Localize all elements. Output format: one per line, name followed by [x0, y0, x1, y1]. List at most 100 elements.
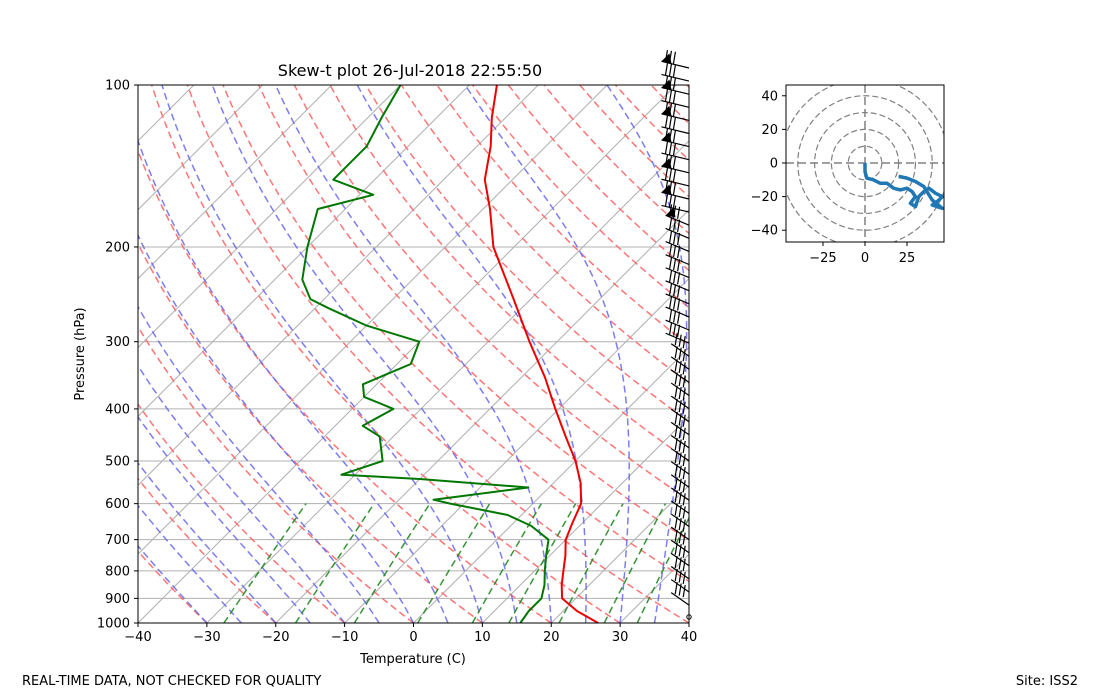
dry-adiabat	[758, 85, 1100, 623]
y-tick-label: 300	[105, 335, 130, 350]
mixing-ratio-line	[603, 503, 667, 623]
moist-adiabat	[138, 544, 208, 623]
isotherm-gridline	[138, 85, 332, 280]
dry-adiabat	[400, 85, 689, 385]
wind-barb	[665, 204, 690, 226]
wind-barb	[670, 568, 690, 593]
hodo-y-tick-label: 20	[761, 123, 778, 138]
wind-barb	[670, 372, 690, 396]
dry-adiabat	[686, 85, 689, 89]
dry-adiabat	[650, 85, 689, 125]
hodograph-range-ring	[847, 145, 883, 181]
wind-barb	[661, 115, 690, 135]
dry-adiabat	[293, 85, 689, 502]
mixing-ratio-line	[294, 503, 375, 623]
y-axis-label: Pressure (hPa)	[73, 307, 88, 400]
dry-adiabat	[138, 242, 483, 623]
y-tick-label: 100	[105, 79, 130, 94]
wind-barb	[670, 346, 690, 370]
y-tick-label: 400	[105, 402, 130, 417]
chart-title: Skew-t plot 26-Jul-2018 22:55:50	[278, 61, 542, 80]
hodo-y-tick-label: −40	[751, 224, 778, 239]
y-tick-label: 1000	[97, 617, 130, 632]
wind-barbs	[661, 50, 692, 620]
wind-barb	[670, 503, 690, 527]
hodo-y-tick-label: 0	[770, 157, 778, 172]
x-tick-label: −10	[331, 630, 358, 645]
mixing-ratio-line	[353, 503, 431, 623]
wind-barb	[661, 128, 690, 148]
dry-adiabat	[138, 402, 346, 623]
moist-adiabat	[138, 415, 311, 623]
isotherm-gridline	[482, 415, 689, 623]
mixing-ratio-line	[636, 516, 689, 623]
dry-adiabat	[150, 85, 621, 623]
dewpoint-trace	[301, 85, 550, 623]
wind-barb	[665, 322, 690, 344]
y-tick-label: 700	[105, 533, 130, 548]
wind-barb	[665, 283, 690, 305]
wind-barb	[661, 154, 690, 174]
wind-barb	[670, 582, 690, 606]
moist-adiabat	[464, 85, 630, 623]
moist-adiabat	[138, 138, 449, 623]
y-tick-label: 500	[105, 455, 130, 470]
wind-barb	[665, 217, 690, 239]
wind-barb	[661, 141, 690, 161]
moist-adiabat	[161, 85, 484, 623]
isotherm-gridline	[138, 85, 677, 623]
wind-barb	[661, 181, 690, 200]
isotherm-gridline	[0, 85, 56, 623]
y-tick-label: 600	[105, 497, 130, 512]
site-label: Site: ISS2	[1015, 674, 1078, 689]
x-tick-label: 0	[409, 630, 417, 645]
wind-barb	[670, 516, 690, 541]
hodo-x-tick-label: −25	[809, 251, 836, 266]
dry-adiabat	[258, 85, 689, 542]
wind-barb	[670, 385, 690, 410]
moist-adiabat	[688, 619, 689, 623]
dry-adiabat	[579, 85, 689, 198]
moist-adiabat	[356, 85, 587, 623]
dry-adiabat	[222, 85, 689, 583]
y-tick-label: 200	[105, 240, 130, 255]
wind-barb	[665, 309, 690, 331]
isotherm-gridline	[413, 346, 689, 623]
moist-adiabat	[606, 85, 688, 623]
wind-barb	[670, 477, 690, 501]
isotherm-gridline	[688, 622, 689, 623]
mixing-ratio-line	[417, 503, 491, 623]
wind-barb	[670, 529, 690, 554]
wind-barb	[670, 398, 690, 423]
y-tick-label: 900	[105, 592, 130, 607]
wind-barb	[661, 89, 690, 108]
wind-barb	[661, 63, 690, 82]
wind-barb	[661, 167, 690, 187]
moist-adiabat	[211, 85, 518, 623]
dry-adiabat	[614, 85, 689, 162]
quality-disclaimer: REAL-TIME DATA, NOT CHECKED FOR QUALITY	[22, 674, 322, 689]
wind-barb	[670, 424, 690, 449]
x-tick-label: 10	[474, 630, 491, 645]
wind-barb	[661, 102, 690, 121]
wind-barb	[670, 490, 690, 514]
hodo-x-tick-label: 0	[861, 251, 869, 266]
isotherm-gridline	[206, 140, 689, 623]
wind-barb	[661, 50, 690, 69]
hodo-y-tick-label: 40	[761, 89, 778, 104]
wind-barb	[665, 256, 690, 279]
isotherm-gridline	[619, 553, 689, 623]
isotherm-gridline	[138, 85, 264, 211]
wind-barb	[670, 437, 690, 462]
isotherm-gridline	[138, 85, 608, 555]
moist-adiabat	[274, 85, 553, 623]
x-tick-label: −20	[262, 630, 289, 645]
wind-barb	[670, 451, 690, 475]
dry-adiabat	[329, 85, 689, 462]
moist-adiabat	[138, 364, 346, 623]
wind-barb	[670, 542, 690, 567]
x-tick-label: −30	[193, 630, 220, 645]
mixing-ratio-line	[558, 503, 624, 623]
isotherm-gridline	[138, 85, 401, 349]
